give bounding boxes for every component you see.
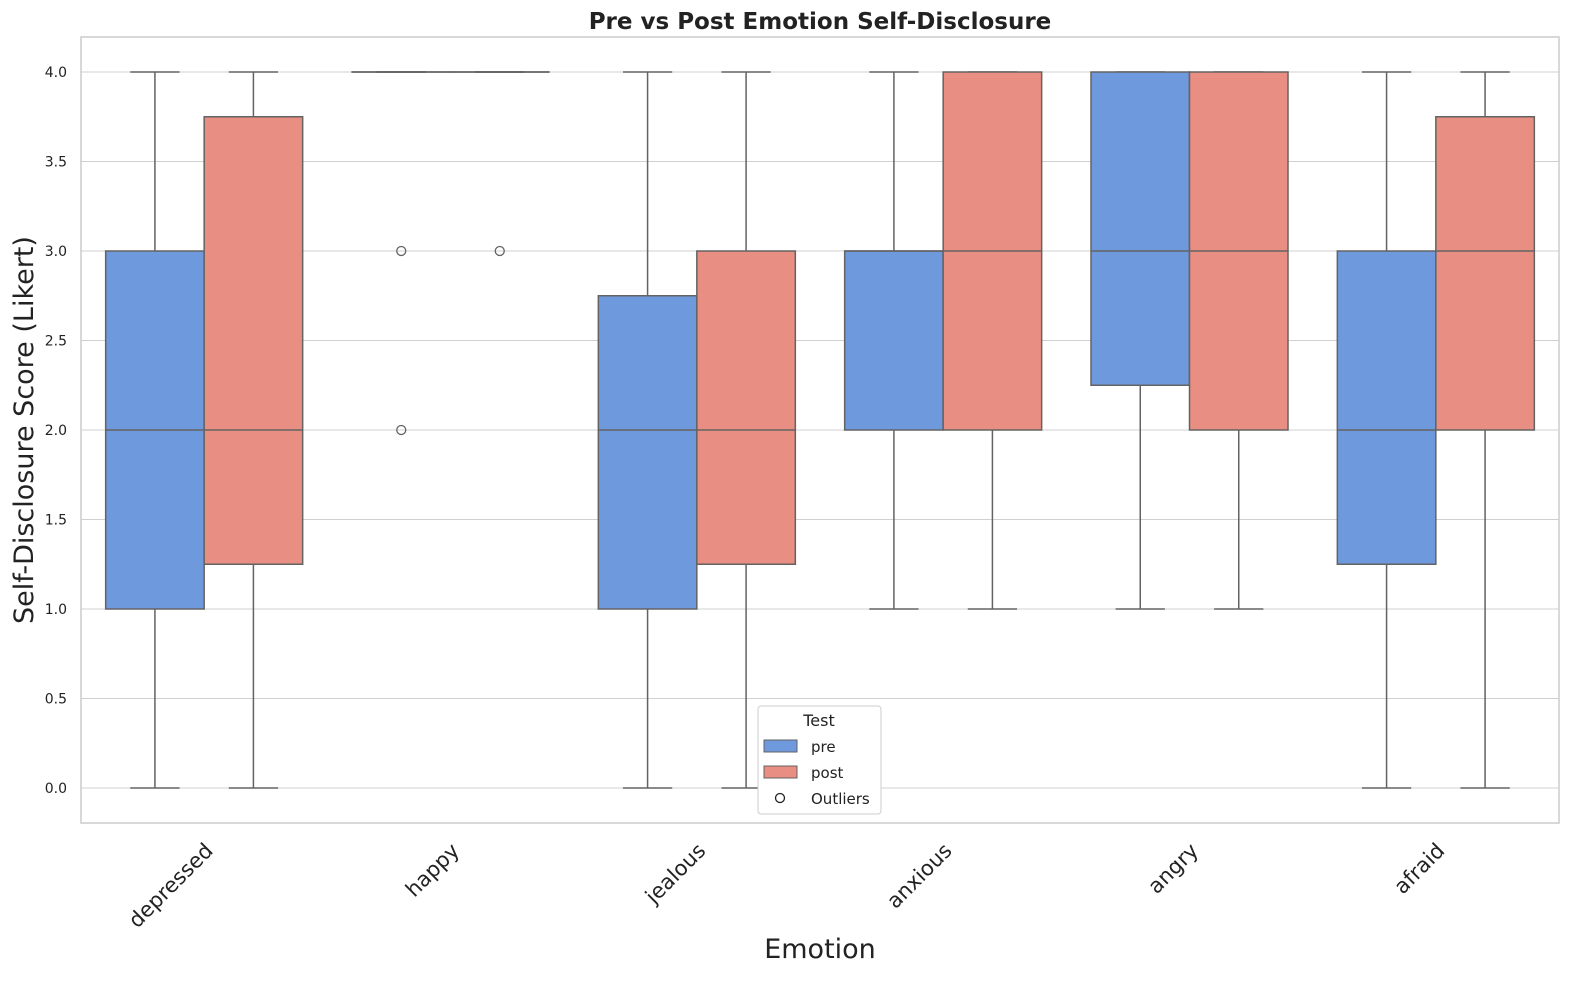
chart-title: Pre vs Post Emotion Self-Disclosure	[589, 9, 1052, 35]
box-post-happy	[449, 71, 550, 257]
box-pre-angry	[1090, 71, 1191, 610]
box-iqr	[1336, 250, 1437, 565]
legend-label-post: post	[811, 764, 844, 782]
legend-title: Test	[802, 711, 835, 730]
x-axis-ticks: depressed happy jealous anxious angry afraid	[124, 839, 1450, 933]
legend-label-pre: pre	[811, 738, 836, 756]
y-tick-label: 0.0	[45, 781, 67, 797]
y-tick-label: 0.5	[45, 692, 67, 708]
box-pre-depressed	[104, 71, 205, 789]
box-pre-happy	[351, 71, 452, 436]
box-pre-anxious	[843, 71, 944, 610]
y-axis-label: Self-Disclosure Score (Likert)	[9, 236, 40, 624]
box-post-anxious	[942, 71, 1043, 610]
legend-outlier-marker	[774, 792, 786, 804]
box-iqr	[843, 250, 944, 431]
x-tick-label: afraid	[1389, 839, 1449, 899]
y-tick-label: 1.5	[45, 513, 67, 529]
box-post-angry	[1188, 71, 1289, 610]
x-tick-label: jealous	[640, 839, 710, 909]
x-tick-label: depressed	[124, 839, 218, 933]
x-tick-label: anxious	[882, 839, 957, 914]
box-iqr	[597, 295, 698, 610]
legend-swatch-post	[763, 765, 798, 779]
y-tick-label: 1.0	[45, 602, 67, 618]
box-series	[104, 71, 1536, 789]
box-post-afraid	[1435, 71, 1536, 789]
y-tick-label: 4.0	[45, 65, 67, 81]
box-iqr	[203, 116, 304, 565]
y-tick-label: 3.5	[45, 155, 67, 171]
box-post-depressed	[203, 71, 304, 789]
grid-lines	[81, 71, 1559, 789]
outlier-point	[396, 245, 407, 257]
y-tick-label: 3.0	[45, 244, 67, 260]
x-tick-label: happy	[401, 839, 464, 902]
legend: Test pre post Outliers	[757, 705, 882, 815]
legend-frame	[757, 705, 882, 815]
box-pre-jealous	[597, 71, 698, 789]
outlier-point	[494, 245, 505, 257]
y-tick-label: 2.5	[45, 334, 67, 350]
plot-frame	[80, 36, 1560, 824]
y-tick-label: 2.0	[45, 423, 67, 439]
legend-label-outliers: Outliers	[811, 790, 870, 808]
y-axis-ticks: 0.0 0.5 1.0 1.5 2.0 2.5 3.0 3.5 4.0	[45, 65, 67, 797]
legend-swatch-pre	[763, 739, 798, 753]
box-iqr	[1435, 116, 1536, 431]
box-pre-afraid	[1336, 71, 1437, 789]
box-iqr	[696, 250, 797, 565]
box-iqr	[1090, 71, 1191, 386]
x-tick-label: angry	[1143, 839, 1203, 899]
outlier-point	[396, 424, 407, 436]
x-axis-label: Emotion	[764, 934, 876, 965]
box-post-jealous	[696, 71, 797, 789]
